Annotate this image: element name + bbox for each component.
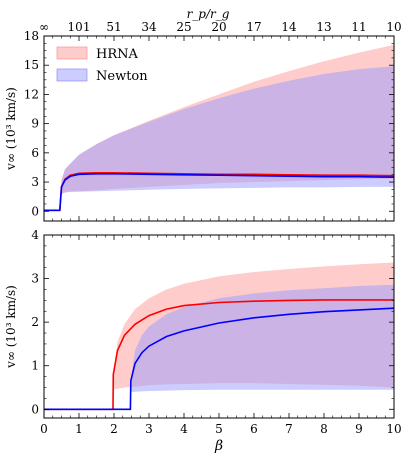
bottom-x-tick-label: 3 <box>145 422 153 436</box>
top-panel: 0 3 6 9 12 15 18 v∞ (10³ km/s) <box>4 29 395 222</box>
bottom-x-tick-label: 7 <box>285 422 293 436</box>
top-y-tick-label: 9 <box>31 117 39 131</box>
bottom-y-tick-label: 0 <box>31 402 39 416</box>
legend: HRNA Newton <box>56 46 148 84</box>
bottom-x-tick-label: 2 <box>110 422 118 436</box>
top-axis-label-text: r_p/r_g <box>187 7 230 21</box>
top-axis-tick-label: 20 <box>211 20 226 34</box>
top-y-tick-label: 18 <box>24 29 39 43</box>
top-y-axis-label: v∞ (10³ km/s) <box>4 87 18 171</box>
legend-hrna-label: HRNA <box>96 47 139 62</box>
top-axis-tick-label: 51 <box>106 20 121 34</box>
bottom-x-tick-label: 6 <box>250 422 258 436</box>
top-axis-tick-label: 25 <box>176 20 191 34</box>
top-y-tick-label: 6 <box>31 146 39 160</box>
bottom-line-hrna <box>44 299 394 411</box>
top-axis-tick-label: 34 <box>141 20 157 34</box>
top-axis-tick-label: ∞ <box>39 20 49 34</box>
x-axis-label: β <box>214 438 223 454</box>
top-band-newton <box>44 66 394 211</box>
bottom-x-tick-label: 5 <box>215 422 223 436</box>
bottom-x-tick-label: 9 <box>355 422 363 436</box>
legend-hrna-swatch <box>56 46 88 60</box>
bottom-y-tick-label: 4 <box>31 228 39 242</box>
top-axis-tick-label: 101 <box>68 20 91 34</box>
bottom-x-tick-label: 8 <box>320 422 328 436</box>
top-axis-tick-label: 14 <box>281 20 297 34</box>
bottom-x-tick-label: 0 <box>40 422 48 436</box>
top-axis-tick-label: 11 <box>351 20 366 34</box>
top-axis-label: r_p/r_g <box>187 7 230 21</box>
bottom-y-axis-label: v∞ (10³ km/s) <box>4 285 18 369</box>
legend-newton-label: Newton <box>96 69 148 84</box>
top-y-tick-label: 0 <box>31 204 39 218</box>
bottom-x-tick-label: 1 <box>75 422 83 436</box>
top-y-tick-label: 3 <box>31 175 39 189</box>
bottom-panel: 0 1 2 3 4 5 6 7 8 9 10 0 1 2 3 4 v∞ (10³ km/s) <box>4 228 402 436</box>
bottom-y-tick-label: 1 <box>31 359 39 373</box>
top-y-tick-label: 12 <box>24 87 39 101</box>
legend-newton-swatch <box>56 68 88 82</box>
top-y-tick-label: 15 <box>24 58 39 72</box>
bottom-y-tick-label: 3 <box>31 272 39 286</box>
bottom-line-newton <box>44 307 395 411</box>
top-axis-tick-label: 10 <box>386 20 401 34</box>
bottom-x-tick-label: 4 <box>180 422 188 436</box>
top-line-newton <box>44 173 395 212</box>
bottom-x-tick-label: 10 <box>386 422 401 436</box>
bottom-band-newton <box>44 284 394 410</box>
top-axis-tick-label: 17 <box>246 20 261 34</box>
top-axis-tick-label: 13 <box>316 20 331 34</box>
top-secondary-axis: ∞ 101 51 34 25 20 17 14 13 11 10 <box>39 20 402 34</box>
bottom-y-tick-label: 2 <box>31 315 39 329</box>
